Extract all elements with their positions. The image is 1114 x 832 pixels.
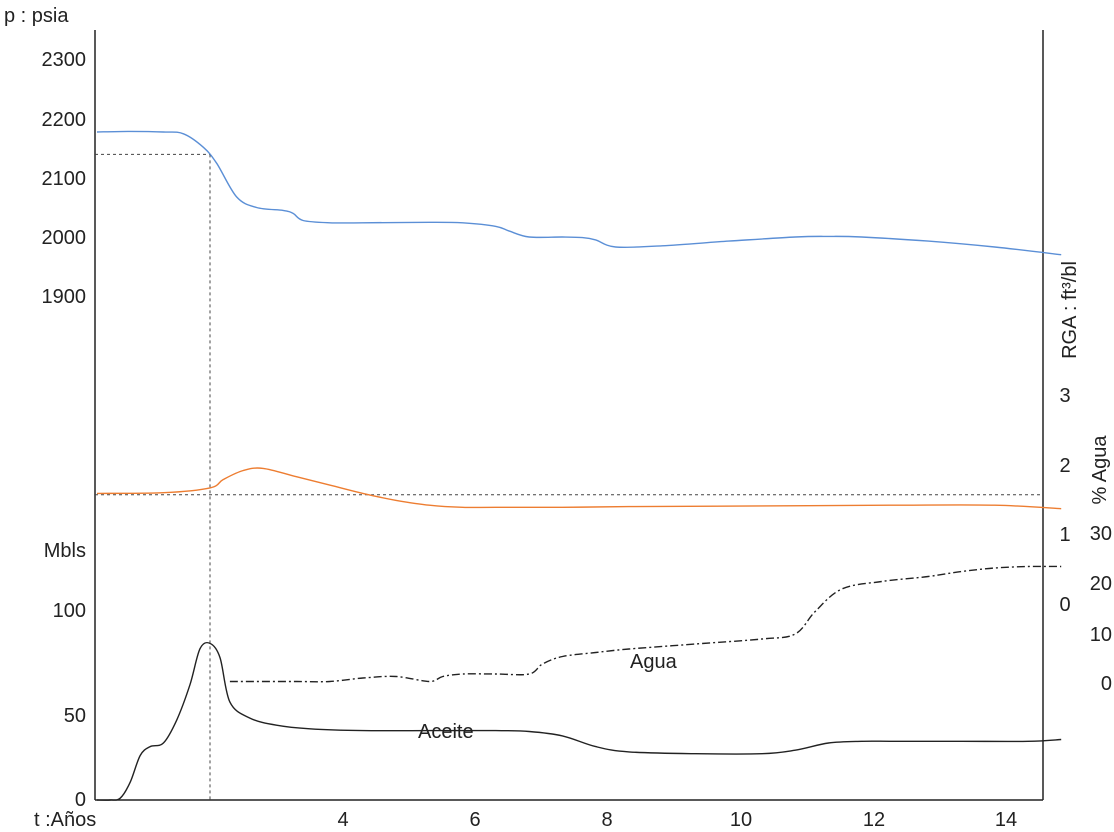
series-group (96, 130, 1062, 801)
water-series-line (229, 565, 1062, 683)
x-tick-label: 14 (995, 809, 1017, 831)
water-axis-label: % Agua (1089, 435, 1111, 505)
right-rga-axis-group: RGA : ft³/bl 3 2 1 0 (1059, 261, 1081, 616)
water-tick-label: 0 (1101, 673, 1112, 695)
rga-tick-label: 3 (1059, 385, 1070, 407)
mbls-tick-label: 0 (75, 789, 86, 811)
right-water-axis-group: % Agua 30 20 10 0 (1089, 435, 1112, 695)
water-annotation: Agua (630, 651, 678, 673)
rga-tick-label: 1 (1059, 524, 1070, 546)
rga-axis-label: RGA : ft³/bl (1059, 261, 1081, 359)
reference-lines-group (95, 153, 1043, 800)
x-axis-label: t :Años (34, 809, 96, 831)
pressure-axis-label: p : psia (4, 5, 69, 27)
pressure-tick-label: 2300 (42, 49, 87, 71)
pressure-tick-label: 2000 (42, 227, 87, 249)
annotations-group: Agua Aceite (418, 651, 678, 743)
pressure-tick-label: 1900 (42, 286, 87, 308)
axes-group (94, 30, 1044, 801)
x-tick-label: 8 (601, 809, 612, 831)
oil-series-line (96, 641, 1062, 801)
oil-annotation: Aceite (418, 721, 474, 743)
x-tick-label: 12 (863, 809, 885, 831)
x-axis-group: t :Años 4 6 8 10 12 14 (34, 809, 1017, 831)
rga-tick-label: 0 (1059, 594, 1070, 616)
pressure-tick-label: 2200 (42, 109, 87, 131)
water-tick-label: 10 (1090, 624, 1112, 646)
pressure-series-line (96, 130, 1062, 256)
rga-tick-label: 2 (1059, 455, 1070, 477)
x-tick-label: 10 (730, 809, 752, 831)
mbls-axis-label: Mbls (44, 540, 86, 562)
x-tick-label: 4 (337, 809, 348, 831)
rga-series-line (96, 467, 1062, 510)
left-bottom-axis-group: Mbls 100 50 0 (44, 540, 86, 811)
water-tick-label: 30 (1090, 523, 1112, 545)
water-tick-label: 20 (1090, 573, 1112, 595)
x-tick-label: 6 (469, 809, 480, 831)
pressure-tick-label: 2100 (42, 168, 87, 190)
left-top-axis-group: p : psia 2300 2200 2100 2000 1900 (4, 5, 86, 308)
mbls-tick-label: 50 (64, 705, 86, 727)
mbls-tick-label: 100 (53, 600, 86, 622)
